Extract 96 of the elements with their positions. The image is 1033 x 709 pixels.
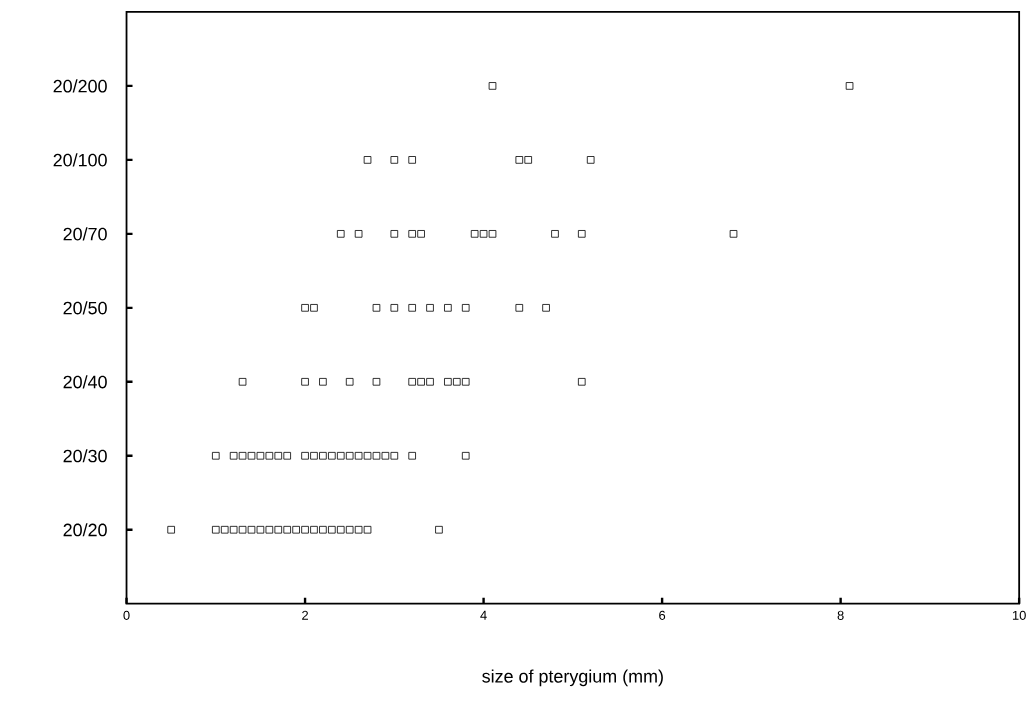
point [586,155,595,164]
point [256,451,265,460]
point [363,155,372,164]
point [167,525,175,534]
point [310,451,318,460]
point [408,303,416,312]
point [408,451,416,460]
point [372,303,381,312]
point [577,229,586,238]
point [354,525,363,534]
point [524,155,532,164]
x-tick-label: 8 [837,610,844,620]
x-tick-label: 4 [480,610,487,620]
point [247,451,256,460]
point [354,451,363,460]
point [328,451,336,460]
point [551,229,559,238]
point [390,451,399,460]
point [354,229,363,238]
point [390,303,399,312]
point [461,303,470,312]
point [345,525,354,534]
point [461,451,470,460]
point [426,303,434,312]
point [408,229,416,238]
point [363,451,372,460]
y-tick-label: 20/70 [63,227,107,241]
point [479,229,488,238]
point [301,451,309,460]
point [470,229,479,238]
point [488,81,497,90]
point [328,525,336,534]
point [372,377,381,386]
point [372,451,381,460]
x-axis-title: size of pterygium (mm) [482,669,663,687]
point [310,303,318,312]
point [729,229,738,238]
point [336,229,345,238]
point [426,377,434,386]
point [265,451,274,460]
point [283,451,291,460]
point [238,525,247,534]
point [212,451,220,460]
point [256,525,265,534]
point [220,525,229,534]
point [345,451,354,460]
point [515,303,524,312]
y-tick-label: 20/50 [63,301,107,315]
point [319,377,327,386]
point [319,525,327,534]
point [435,525,443,534]
y-tick-label: 20/40 [63,375,107,389]
point [444,303,452,312]
point [417,229,425,238]
y-tick-label: 20/30 [63,449,107,463]
y-tick-label: 20/20 [63,523,107,537]
point [417,377,425,386]
point [345,377,354,386]
point [845,81,854,90]
point [363,525,372,534]
x-tick-label: 6 [659,610,666,620]
point [390,155,399,164]
point [238,377,247,386]
point [336,451,345,460]
point [274,525,283,534]
point [238,451,247,460]
point [390,229,399,238]
point [274,451,283,460]
x-tick-label: 10 [1012,610,1026,620]
point [515,155,524,164]
point [229,451,238,460]
point [265,525,274,534]
point [310,525,318,534]
point [283,525,291,534]
point [408,155,416,164]
point [336,525,345,534]
point [301,525,309,534]
x-tick-label: 0 [123,610,130,620]
point [488,229,497,238]
point [444,377,452,386]
x-tick-label: 2 [302,610,308,620]
point [229,525,238,534]
y-tick-label: 20/200 [53,79,107,93]
point [212,525,220,534]
y-tick-label: 20/100 [53,153,107,167]
point [247,525,256,534]
point [292,525,300,534]
point [319,451,327,460]
point [301,303,309,312]
point [301,377,309,386]
point [542,303,550,312]
point [453,377,461,386]
point [381,451,390,460]
point [461,377,470,386]
point [408,377,416,386]
point [577,377,586,386]
